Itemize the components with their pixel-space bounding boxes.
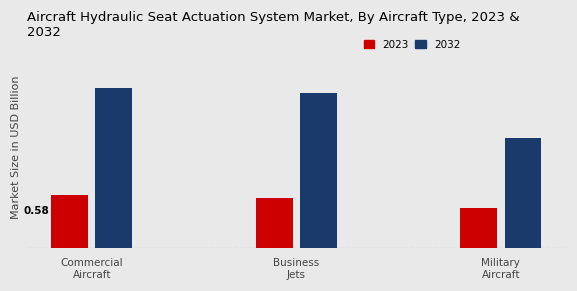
- Bar: [256, 198, 293, 248]
- Bar: [460, 208, 497, 248]
- Legend: 2023, 2032: 2023, 2032: [361, 36, 464, 53]
- Bar: [504, 139, 541, 248]
- Bar: [51, 195, 88, 248]
- Bar: [95, 88, 132, 248]
- Text: 0.58: 0.58: [24, 206, 50, 216]
- Y-axis label: Market Size in USD Billion: Market Size in USD Billion: [11, 76, 21, 219]
- Bar: [300, 93, 337, 248]
- Text: Aircraft Hydraulic Seat Actuation System Market, By Aircraft Type, 2023 &
2032: Aircraft Hydraulic Seat Actuation System…: [27, 11, 519, 39]
